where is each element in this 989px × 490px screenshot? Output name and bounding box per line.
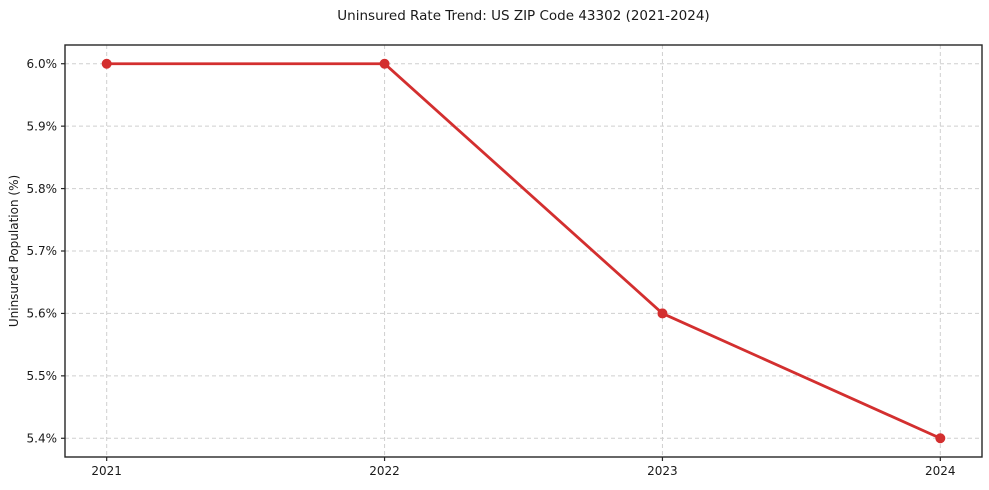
chart-title: Uninsured Rate Trend: US ZIP Code 43302 …: [337, 8, 710, 24]
y-tick-label: 5.7%: [27, 244, 58, 258]
data-point-marker: [101, 58, 112, 69]
y-tick-label: 5.5%: [27, 369, 58, 383]
y-tick-label: 5.4%: [27, 431, 58, 445]
data-point-marker: [935, 433, 946, 444]
x-tick-label: 2024: [925, 464, 956, 478]
x-tick-label: 2021: [91, 464, 122, 478]
data-point-marker: [379, 58, 390, 69]
y-tick-label: 6.0%: [27, 57, 58, 71]
data-point-marker: [657, 308, 668, 319]
plot-border: [64, 44, 983, 458]
y-tick-label: 5.9%: [27, 119, 58, 133]
x-tick-label: 2023: [647, 464, 678, 478]
y-tick-label: 5.6%: [27, 307, 58, 321]
data-line: [105, 62, 942, 440]
x-tick-label: 2022: [369, 464, 400, 478]
y-tick-label: 5.8%: [27, 182, 58, 196]
